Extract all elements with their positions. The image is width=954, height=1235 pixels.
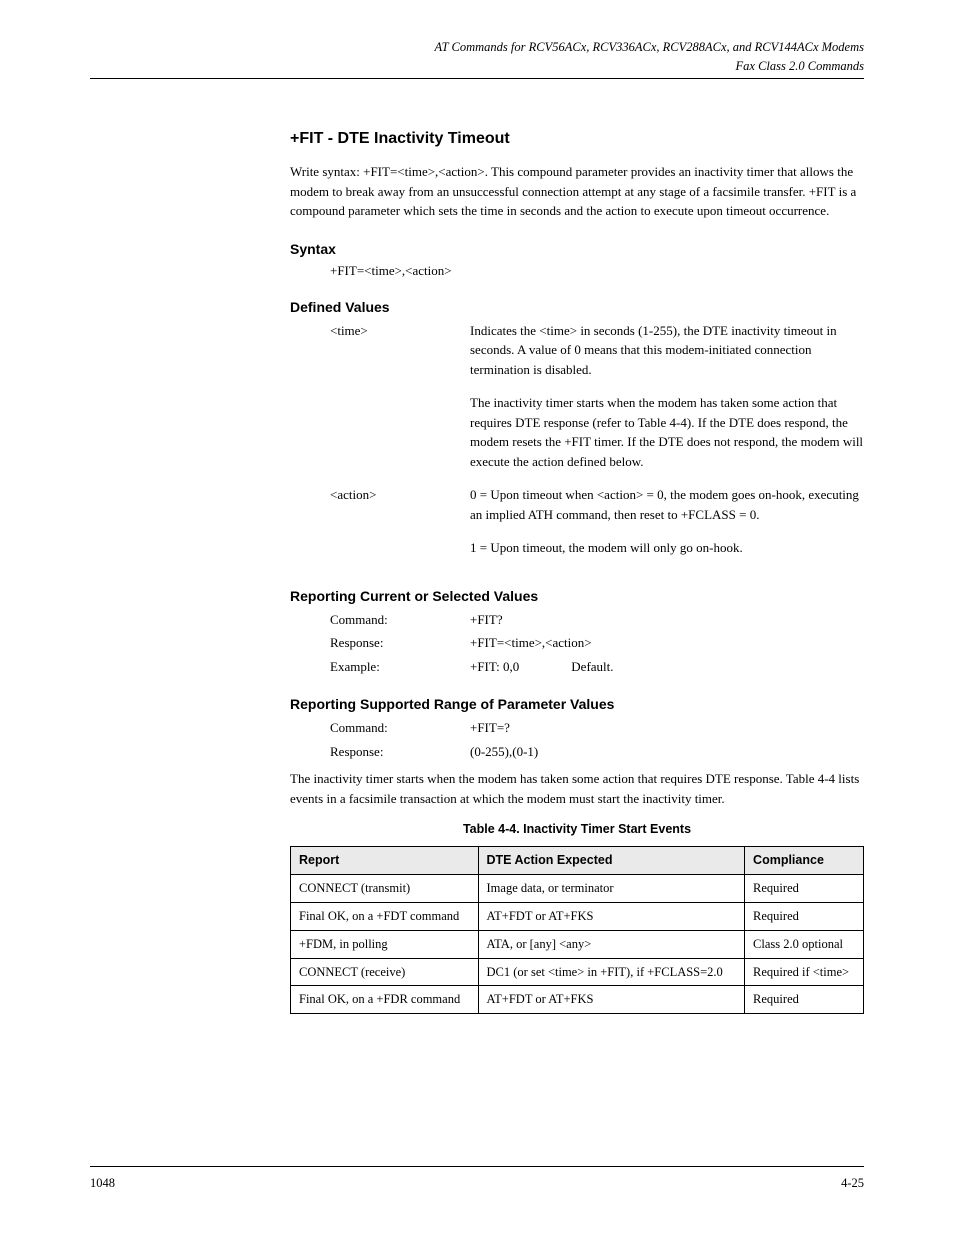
time-def-2: The inactivity timer starts when the mod… [470, 393, 864, 471]
cell: Image data, or terminator [478, 874, 745, 902]
range-cmd-row: Command: +FIT=? [330, 718, 864, 738]
table-row: Final OK, on a +FDT command AT+FDT or AT… [291, 902, 864, 930]
cell: Class 2.0 optional [745, 930, 864, 958]
range-resp-label: Response: [330, 742, 470, 762]
cell: Required [745, 874, 864, 902]
range-note: The inactivity timer starts when the mod… [290, 769, 864, 808]
cell: DC1 (or set <time> in +FIT), if +FCLASS=… [478, 958, 745, 986]
footer-right: 4-25 [841, 1176, 864, 1191]
syntax-line: +FIT=<time>,<action> [330, 263, 864, 279]
header-line-2: Fax Class 2.0 Commands [435, 57, 865, 76]
defined-values-body: <time> Indicates the <time> in seconds (… [330, 321, 864, 568]
th-action: DTE Action Expected [478, 847, 745, 875]
action-row-1: 1 = Upon timeout, the modem will only go… [330, 538, 864, 568]
current-cmd-label: Command: [330, 610, 470, 630]
header-rule [90, 78, 864, 79]
cell: Required if <time> [745, 958, 864, 986]
th-compliance: Compliance [745, 847, 864, 875]
current-ex-line: +FIT: 0,0 Default. [470, 657, 864, 677]
current-resp-label: Response: [330, 633, 470, 653]
action-def-1: 1 = Upon timeout, the modem will only go… [470, 538, 864, 558]
time-row-2: The inactivity timer starts when the mod… [330, 393, 864, 481]
table-row: +FDM, in polling ATA, or [any] <any> Cla… [291, 930, 864, 958]
footer-rule [90, 1166, 864, 1167]
current-cmd-value: +FIT? [470, 610, 864, 630]
footer-left: 1048 [90, 1176, 115, 1191]
table-caption: Table 4-4. Inactivity Timer Start Events [290, 822, 864, 836]
current-ex-label: Example: [330, 657, 470, 677]
time-def-1: Indicates the <time> in seconds (1-255),… [470, 321, 864, 380]
table-row: CONNECT (transmit) Image data, or termin… [291, 874, 864, 902]
current-resp-row: Response: +FIT=<time>,<action> [330, 633, 864, 653]
current-ex-value: +FIT: 0,0 [470, 659, 519, 674]
current-ex-row: Example: +FIT: 0,0 Default. [330, 657, 864, 677]
cell: CONNECT (transmit) [291, 874, 479, 902]
reporting-range-body: Command: +FIT=? Response: (0-255),(0-1) [330, 718, 864, 761]
range-resp-value: (0-255),(0-1) [470, 742, 864, 762]
time-term: <time> [330, 321, 470, 390]
table-row: CONNECT (receive) DC1 (or set <time> in … [291, 958, 864, 986]
action-term: <action> [330, 485, 470, 534]
current-cmd-row: Command: +FIT? [330, 610, 864, 630]
defined-values-heading: Defined Values [290, 299, 864, 315]
current-ex-note: Default. [571, 659, 613, 674]
action-def-0: 0 = Upon timeout when <action> = 0, the … [470, 485, 864, 524]
header-line-1: AT Commands for RCV56ACx, RCV336ACx, RCV… [435, 38, 865, 57]
syntax-heading: Syntax [290, 241, 864, 257]
cell: AT+FDT or AT+FKS [478, 902, 745, 930]
range-cmd-value: +FIT=? [470, 718, 864, 738]
cell: Required [745, 902, 864, 930]
range-resp-row: Response: (0-255),(0-1) [330, 742, 864, 762]
cell: Final OK, on a +FDR command [291, 986, 479, 1014]
cell: ATA, or [any] <any> [478, 930, 745, 958]
reporting-range-heading: Reporting Supported Range of Parameter V… [290, 696, 864, 712]
command-lead: Write syntax: +FIT=<time>,<action>. This… [290, 162, 864, 221]
time-row-1: <time> Indicates the <time> in seconds (… [330, 321, 864, 390]
cell: Final OK, on a +FDT command [291, 902, 479, 930]
page-container: AT Commands for RCV56ACx, RCV336ACx, RCV… [0, 0, 954, 1235]
inactivity-table: Report DTE Action Expected Compliance CO… [290, 846, 864, 1014]
th-report: Report [291, 847, 479, 875]
table-row: Final OK, on a +FDR command AT+FDT or AT… [291, 986, 864, 1014]
cell: Required [745, 986, 864, 1014]
reporting-current-body: Command: +FIT? Response: +FIT=<time>,<ac… [330, 610, 864, 677]
current-resp-value: +FIT=<time>,<action> [470, 633, 864, 653]
cell: CONNECT (receive) [291, 958, 479, 986]
command-title: +FIT - DTE Inactivity Timeout [290, 130, 864, 148]
header-right: AT Commands for RCV56ACx, RCV336ACx, RCV… [435, 38, 865, 76]
table-header-row: Report DTE Action Expected Compliance [291, 847, 864, 875]
cell: AT+FDT or AT+FKS [478, 986, 745, 1014]
cell: +FDM, in polling [291, 930, 479, 958]
range-cmd-label: Command: [330, 718, 470, 738]
action-row-0: <action> 0 = Upon timeout when <action> … [330, 485, 864, 534]
reporting-current-heading: Reporting Current or Selected Values [290, 588, 864, 604]
content-block: +FIT - DTE Inactivity Timeout Write synt… [290, 130, 864, 1014]
